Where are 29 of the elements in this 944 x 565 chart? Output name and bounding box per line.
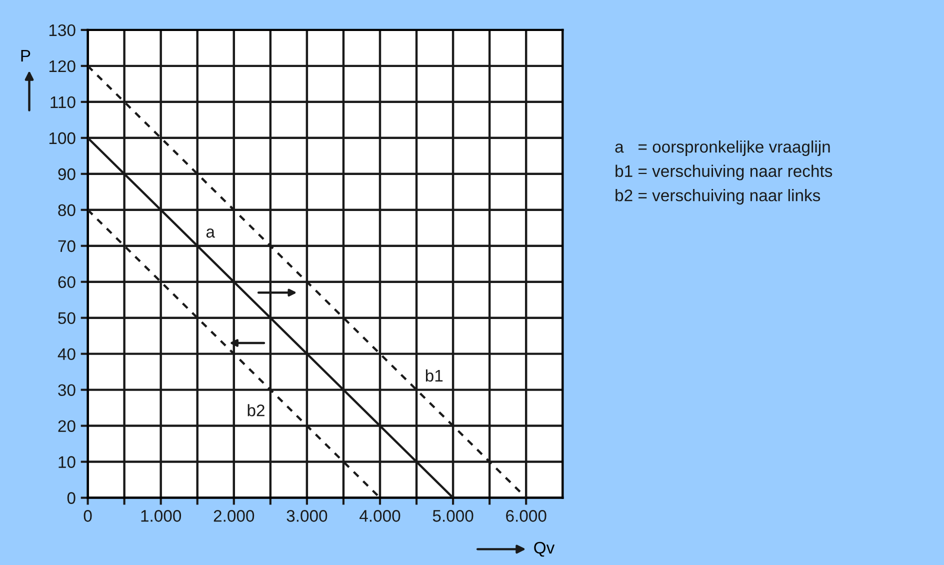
x-tick-label: 0 [84,510,92,522]
y-tick-label: 70 [58,240,76,252]
y-tick-label: 100 [49,132,76,144]
y-tick-label: 90 [58,168,76,180]
y-tick-label: 10 [58,456,76,468]
text: b1 = verschuiving naar rechts [616,164,832,180]
y-tick-label: 60 [58,276,76,288]
y-tick-label: 110 [50,96,76,108]
x-axis-title: Qv [534,542,555,557]
text: a = oorspronkelijke vraaglijn [615,140,830,156]
y-tick-label: 50 [58,312,76,324]
y-tick-label: 80 [58,204,76,216]
y-tick-label: 120 [49,60,76,72]
x-tick-label: 2.000 [214,510,254,522]
text: b2 = verschuiving naar links [616,189,820,205]
y-tick-label: 40 [58,348,76,360]
x-tick-label: 5.000 [432,510,474,522]
x-tick-label: 3.000 [286,510,328,522]
y-tick-label: 0 [67,492,76,504]
y-tick-label: 20 [58,420,76,432]
x-tick-label: 6.000 [506,510,546,522]
series-label: b2 [248,404,264,416]
y-tick-label: 30 [58,384,76,396]
x-tick-label: 4.000 [360,510,400,522]
y-tick-label: 130 [49,24,76,36]
series-label: b1 [426,369,443,382]
series-label: a [206,228,215,238]
y-axis-title: P [21,50,30,62]
x-tick-label: 1.000 [141,510,182,522]
